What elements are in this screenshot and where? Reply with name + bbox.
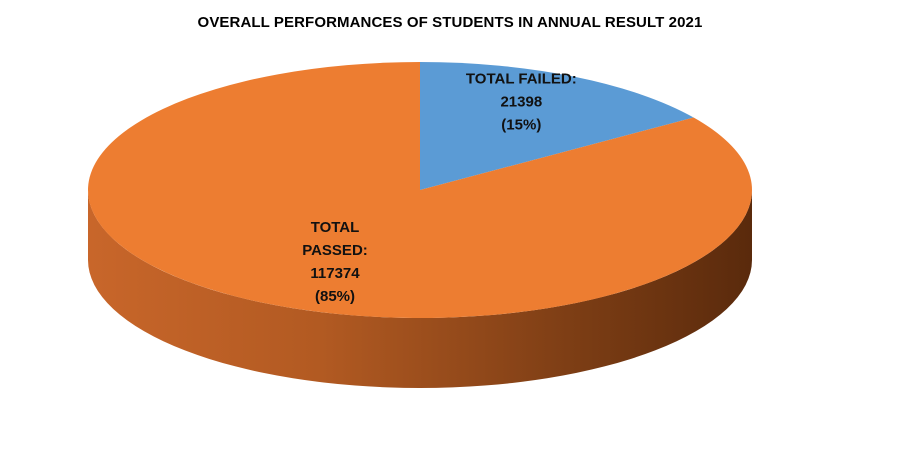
pie-slice-total-passed: [87, 62, 752, 318]
pie-slice-total-failed: [420, 62, 694, 190]
slice-label-total-passed-line-1: TOTAL: [311, 219, 360, 236]
slice-label-total-failed-line-1: TOTAL FAILED:: [466, 71, 577, 88]
slice-label-total-passed-line-3: 117374: [310, 265, 360, 282]
slice-label-total-failed-line-3: (15%): [501, 117, 541, 134]
pie-side-wall-shape: [88, 190, 752, 388]
pie-labels: TOTAL FAILED: 21398 (15%) TOTAL PASSED: 11737…: [302, 71, 577, 305]
chart-title: OVERALL PERFORMANCES OF STUDENTS IN ANNU…: [197, 14, 703, 31]
slice-label-total-failed-line-2: 21398: [500, 94, 542, 111]
slice-label-total-passed-line-4: (85%): [315, 288, 355, 305]
slice-label-total-passed-line-2: PASSED:: [302, 242, 368, 259]
pie-side-wall: [88, 190, 752, 388]
pie-top: [87, 62, 752, 318]
